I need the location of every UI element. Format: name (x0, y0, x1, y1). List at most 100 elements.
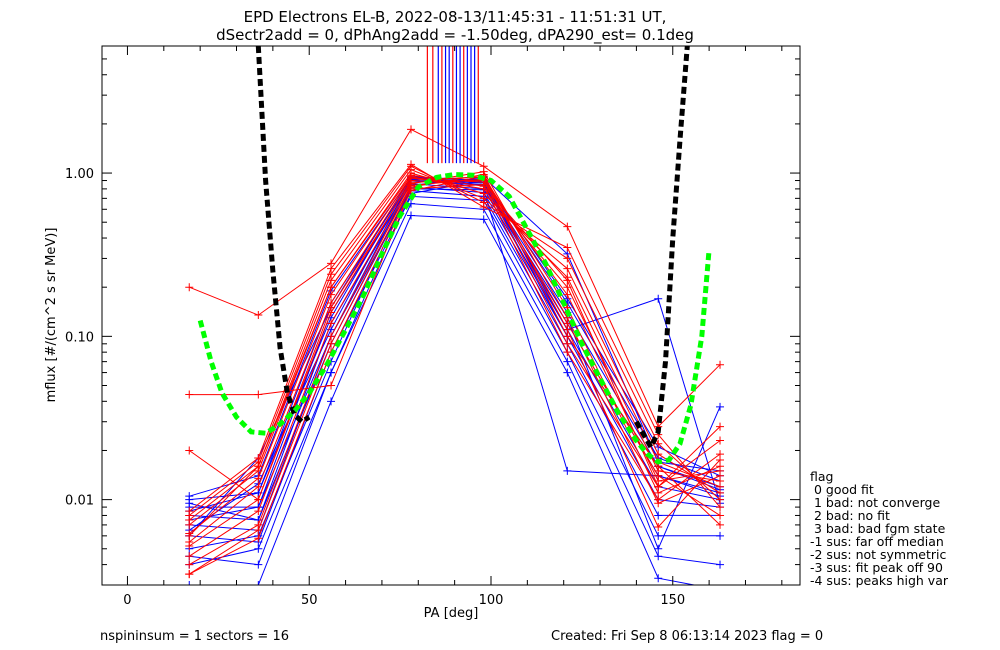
red-series-point (327, 381, 336, 390)
blue-series-point (716, 531, 725, 540)
red-series-point (716, 488, 725, 497)
red-series-point (716, 422, 725, 431)
blue-series-point (716, 560, 725, 569)
red-series-point (254, 520, 263, 529)
x-tick-label: 150 (660, 593, 685, 608)
red-series-point (654, 450, 663, 459)
red-series-point (563, 339, 572, 348)
blue-series-point (254, 560, 263, 569)
footer-right: Created: Fri Sep 8 06:13:14 2023 flag = … (551, 629, 823, 644)
blue-series-point (327, 397, 336, 406)
red-series-point (327, 303, 336, 312)
red-series-point (327, 259, 336, 268)
red-series-point (254, 534, 263, 543)
y-tick-label: 0.10 (65, 330, 94, 345)
blue-series-point (185, 492, 194, 501)
blue-series-point (407, 211, 416, 220)
plot-area (185, 46, 725, 594)
red-series-point (716, 511, 725, 520)
y-tick-label: 1.00 (65, 167, 94, 182)
chart-subtitle: dSectr2add = 0, dPhAng2add = -1.50deg, d… (216, 26, 694, 45)
red-series-point (407, 160, 416, 169)
x-tick-label: 0 (123, 593, 131, 608)
red-series-point (654, 439, 663, 448)
blue-series-point (654, 531, 663, 540)
blue-series-line (189, 214, 697, 585)
red-series-line (189, 128, 721, 428)
red-series-point (716, 495, 725, 504)
blue-series-point (254, 544, 263, 553)
red-series-point (185, 531, 194, 540)
red-series-point (254, 474, 263, 483)
blue-series-point (654, 574, 663, 583)
red-series-point (327, 319, 336, 328)
red-series-point (479, 202, 488, 211)
legend-entry-6: -3 sus: fit peak off 90 (810, 560, 943, 575)
y-axis-label: mflux [#/(cm^2 s sr MeV)] (44, 228, 59, 403)
red-series-line (189, 179, 721, 501)
red-series-point (716, 466, 725, 475)
y-tick-label: 0.01 (65, 494, 94, 509)
x-tick-label: 100 (479, 593, 504, 608)
red-series-line (188, 163, 721, 512)
red-series-point (654, 471, 663, 480)
red-series-point (185, 552, 194, 561)
blue-series-point (563, 357, 572, 366)
footer-left: nspininsum = 1 sectors = 16 (100, 629, 289, 644)
legend-entry-1: 1 bad: not converge (810, 495, 940, 510)
blue-series-point (654, 511, 663, 520)
red-series-point (654, 522, 663, 531)
red-series-point (654, 482, 663, 491)
blue-series-point (185, 581, 194, 585)
red-series-point (254, 482, 263, 491)
red-series-point (254, 390, 263, 399)
red-series-point (407, 125, 416, 134)
legend-entry-7: -4 sus: peaks high var (810, 573, 949, 588)
blue-series-point (327, 368, 336, 377)
red-series-point (563, 243, 572, 252)
blue-series-point (654, 544, 663, 553)
red-series-point (327, 332, 336, 341)
blue-series-point (479, 215, 488, 224)
x-axis-label: PA [deg] (424, 606, 479, 621)
red-series-point (254, 495, 263, 504)
red-series-point (479, 182, 488, 191)
legend-title: flag (810, 469, 833, 484)
red-series-point (563, 276, 572, 285)
blue-series-line (189, 178, 721, 521)
red-series-point (479, 162, 488, 171)
red-series-point (185, 570, 194, 579)
green-fit (197, 171, 712, 465)
red-series-point (654, 495, 663, 504)
blue-series-point (654, 294, 663, 303)
red-series-point (254, 507, 263, 516)
legend: flag 0 good fit 1 bad: not converge 2 ba… (810, 469, 949, 588)
red-series-point (716, 360, 725, 369)
red-series-point (327, 283, 336, 292)
red-series-point (563, 290, 572, 299)
red-series-line (189, 175, 721, 575)
red-series-point (185, 560, 194, 569)
blue-series-point (716, 586, 724, 594)
chart-title: EPD Electrons EL-B, 2022-08-13/11:45:31 … (244, 8, 667, 26)
plot-frame (101, 45, 801, 586)
red-series-point (185, 390, 194, 399)
legend-entry-5: -2 sus: not symmetric (810, 547, 946, 562)
legend-entry-3: 3 bad: bad fgm state (810, 521, 946, 536)
blue-series-point (185, 499, 194, 508)
red-series-point (563, 254, 572, 263)
legend-entry-2: 2 bad: no fit (810, 508, 890, 523)
black-fit-left (255, 46, 311, 425)
red-series-point (716, 503, 725, 512)
red-series-point (407, 186, 416, 195)
red-series-point (563, 264, 572, 273)
red-series-point (185, 507, 194, 516)
red-series-line (188, 174, 721, 537)
red-series-point (254, 462, 263, 471)
blue-series-point (563, 368, 572, 377)
axes: 0 50 100 150 0.01 0.10 1.00 (65, 45, 800, 608)
blue-series-point (654, 552, 663, 561)
red-series-point (185, 283, 194, 292)
red-series-point (563, 348, 572, 357)
